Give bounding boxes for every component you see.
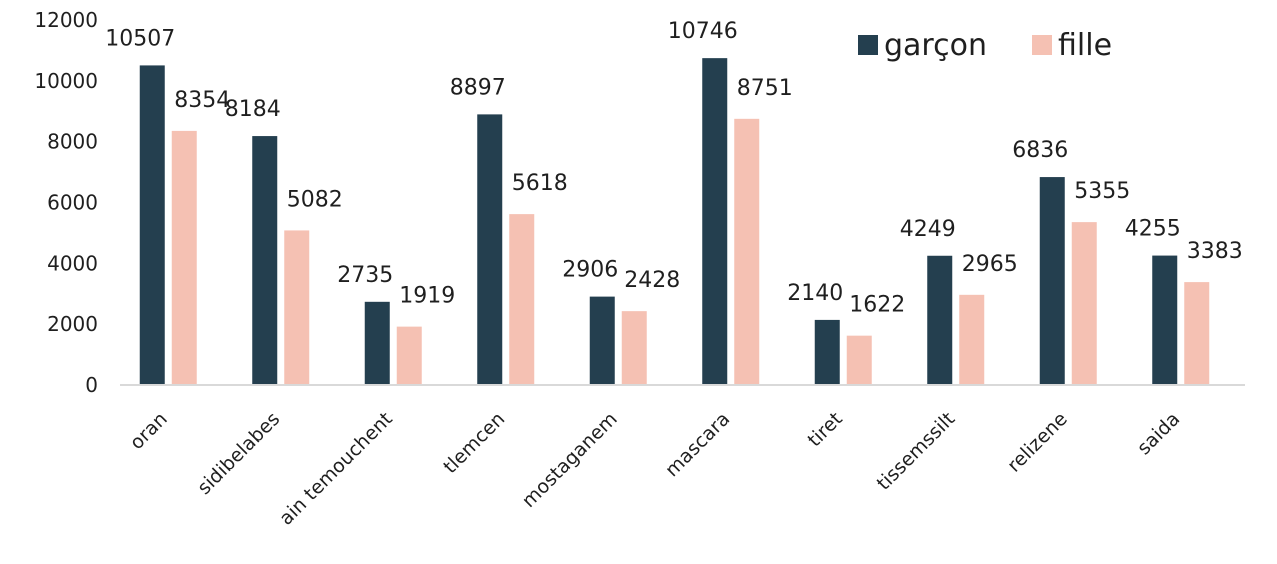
x-tick-label: tiret xyxy=(803,408,846,451)
value-label-garcon-6: 10746 xyxy=(668,19,738,44)
legend-label-garcon: garçon xyxy=(884,28,987,63)
y-tick-label: 4000 xyxy=(47,251,98,275)
y-tick-label: 12000 xyxy=(34,8,98,32)
y-tick-label: 0 xyxy=(85,373,98,397)
bar-fille-3 xyxy=(396,326,422,385)
x-tick-label: tlemcen xyxy=(439,408,509,478)
x-tick-label: saida xyxy=(1133,408,1184,459)
bar-fille-9 xyxy=(1071,222,1097,385)
value-label-fille-3: 1919 xyxy=(399,284,455,309)
value-label-garcon-2: 8184 xyxy=(225,97,281,122)
bar-garcon-9 xyxy=(1039,177,1065,385)
bar-fille-8 xyxy=(959,294,985,385)
bar-garcon-7 xyxy=(814,319,840,385)
legend-swatch-garcon xyxy=(858,35,878,55)
value-label-garcon-10: 4255 xyxy=(1125,217,1181,242)
y-tick-label: 2000 xyxy=(47,312,98,336)
value-label-garcon-3: 2735 xyxy=(337,263,393,288)
bar-fille-4 xyxy=(509,214,535,385)
bar-fille-5 xyxy=(621,311,647,385)
bar-garcon-5 xyxy=(589,296,615,385)
legend-swatch-fille xyxy=(1032,35,1052,55)
x-tick-label: relizene xyxy=(1003,408,1072,477)
value-label-garcon-7: 2140 xyxy=(787,281,843,306)
bar-garcon-4 xyxy=(477,114,503,385)
bars-group xyxy=(139,58,1210,386)
bar-garcon-1 xyxy=(139,65,165,386)
bar-fille-7 xyxy=(846,335,872,385)
bar-garcon-2 xyxy=(252,136,278,385)
y-tick-label: 10000 xyxy=(34,69,98,93)
value-label-fille-2: 5082 xyxy=(287,187,343,212)
value-label-fille-5: 2428 xyxy=(624,268,680,293)
value-label-garcon-5: 2906 xyxy=(562,258,618,283)
y-axis: 0 2000 4000 6000 8000 10000 12000 xyxy=(34,8,98,397)
value-label-fille-4: 5618 xyxy=(512,171,568,196)
bar-garcon-8 xyxy=(927,255,953,385)
value-label-garcon-4: 8897 xyxy=(450,75,506,100)
value-label-fille-7: 1622 xyxy=(849,293,905,318)
x-tick-label: oran xyxy=(126,408,172,454)
bar-fille-6 xyxy=(734,118,760,385)
y-tick-label: 6000 xyxy=(47,191,98,215)
y-tick-label: 8000 xyxy=(47,130,98,154)
value-label-fille-10: 3383 xyxy=(1187,239,1243,264)
value-label-garcon-9: 6836 xyxy=(1012,138,1068,163)
x-tick-label: mascara xyxy=(661,408,734,481)
legend-label-fille: fille xyxy=(1058,28,1112,63)
value-label-garcon-8: 4249 xyxy=(900,217,956,242)
value-label-fille-6: 8751 xyxy=(737,76,793,101)
value-label-fille-9: 5355 xyxy=(1074,179,1130,204)
value-label-fille-8: 2965 xyxy=(962,252,1018,277)
bar-fille-10 xyxy=(1184,282,1210,385)
x-tick-label: mostaganem xyxy=(518,408,622,512)
x-tick-label: ain temouchent xyxy=(275,408,397,530)
bar-fille-1 xyxy=(171,130,197,385)
value-label-garcon-1: 10507 xyxy=(105,26,175,51)
bar-garcon-10 xyxy=(1152,255,1178,385)
value-label-fille-1: 8354 xyxy=(174,88,230,113)
x-tick-label: sidibelabes xyxy=(193,408,284,499)
bar-garcon-6 xyxy=(702,58,728,385)
bar-fille-2 xyxy=(284,230,310,385)
legend: garçon fille xyxy=(858,28,1112,63)
bar-garcon-3 xyxy=(364,301,390,385)
x-tick-label: tissemssilt xyxy=(873,408,960,495)
